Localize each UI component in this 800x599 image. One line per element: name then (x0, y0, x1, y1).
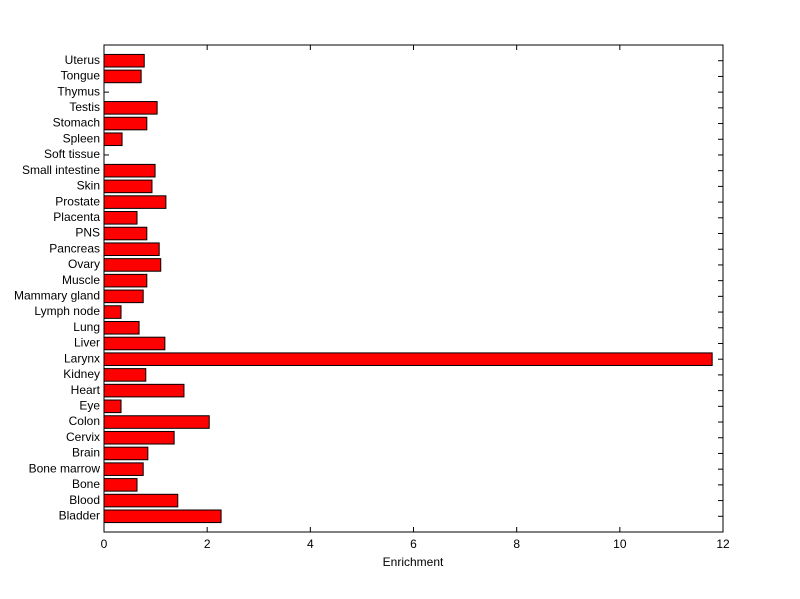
bar (103, 289, 144, 304)
y-tick-label: Cervix (66, 430, 100, 444)
bar (103, 132, 123, 147)
y-tick-label: Skin (77, 179, 100, 193)
y-tick-label: Bladder (59, 508, 100, 522)
x-tick-label: 2 (204, 537, 211, 551)
bar (103, 163, 156, 178)
x-tick-label: 0 (101, 537, 108, 551)
y-tick-label: Kidney (63, 367, 100, 381)
y-tick-label: Small intestine (22, 163, 100, 177)
y-tick-label: Lymph node (34, 304, 100, 318)
bar (103, 336, 166, 351)
bar (103, 462, 144, 476)
bar (103, 179, 153, 194)
bar (103, 226, 148, 241)
y-tick-label: Larynx (64, 351, 100, 365)
bar (103, 399, 122, 414)
bar (103, 242, 160, 257)
bar (103, 195, 167, 209)
y-tick-label: Mammary gland (14, 289, 100, 303)
bar (103, 69, 142, 84)
y-tick-label: Stomach (53, 116, 100, 130)
bar (103, 320, 140, 335)
x-tick-label: 6 (410, 537, 417, 551)
bar (103, 493, 179, 508)
y-tick-label: Placenta (53, 210, 100, 224)
bar (103, 258, 162, 272)
y-tick-label: Spleen (63, 131, 100, 145)
x-axis-label: Enrichment (383, 555, 444, 569)
y-tick-label: Soft tissue (44, 147, 100, 161)
y-tick-label: Bone marrow (29, 461, 101, 475)
y-tick-label: Pancreas (49, 241, 100, 255)
y-tick-label: Bone (72, 477, 100, 491)
y-tick-label: Testis (69, 100, 100, 114)
y-tick-label: Eye (79, 398, 100, 412)
bar (103, 352, 713, 366)
y-tick-label: Lung (73, 320, 100, 334)
bar (103, 368, 147, 382)
y-tick-label: Ovary (68, 257, 100, 271)
y-tick-label: PNS (75, 226, 100, 240)
y-tick-label: Blood (69, 493, 100, 507)
x-tick-label: 4 (307, 537, 314, 551)
y-tick-label: Prostate (55, 194, 100, 208)
y-tick-label: Brain (72, 446, 100, 460)
bar (103, 478, 138, 492)
bar (103, 116, 148, 131)
plot-frame (103, 44, 724, 533)
bar (103, 509, 222, 524)
y-tick-label: Colon (69, 414, 100, 428)
y-tick-label: Uterus (65, 53, 100, 67)
bar (103, 383, 185, 398)
y-tick-label: Heart (71, 383, 101, 397)
y-tick-label: Thymus (57, 84, 100, 98)
y-tick-label: Tongue (61, 69, 101, 83)
bar (103, 415, 210, 429)
bar (103, 446, 149, 461)
y-tick-label: Liver (74, 336, 100, 350)
x-tick-label: 12 (716, 537, 730, 551)
bar (103, 211, 138, 225)
bar (103, 305, 122, 319)
bar (103, 430, 175, 445)
y-tick-label: Muscle (62, 273, 100, 287)
x-tick-label: 10 (613, 537, 627, 551)
x-tick-label: 8 (513, 537, 520, 551)
bar (103, 273, 148, 288)
bar (103, 53, 145, 68)
bar (103, 101, 158, 115)
